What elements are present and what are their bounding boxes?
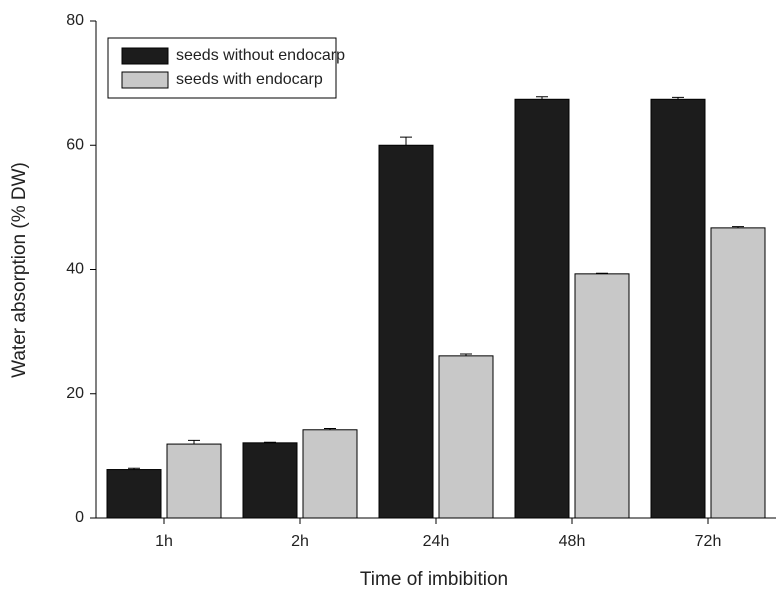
y-tick-label: 40: [66, 261, 84, 278]
x-tick-label: 2h: [291, 533, 309, 550]
bar: [574, 273, 630, 519]
y-tick-label: 60: [66, 136, 84, 153]
y-tick-label: 80: [66, 12, 84, 29]
y-tick-label: 20: [66, 385, 84, 402]
error-bar: [324, 428, 336, 430]
error-bar: [400, 136, 412, 146]
x-tick-label: 48h: [559, 533, 586, 550]
x-axis-label: Time of imbibition: [360, 569, 508, 590]
error-bar: [264, 441, 276, 443]
bar: [378, 144, 434, 519]
bar: [710, 227, 766, 519]
bar: [302, 429, 358, 519]
legend-swatch: [121, 47, 169, 65]
bar: [106, 469, 162, 519]
x-tick-label: 24h: [423, 533, 450, 550]
error-bar: [732, 226, 744, 228]
legend-label: seeds without endocarp: [176, 47, 345, 64]
legend-swatch: [121, 71, 169, 89]
error-bar: [672, 96, 684, 100]
bar: [438, 355, 494, 519]
bar: [650, 98, 706, 519]
y-tick-label: 0: [75, 509, 84, 526]
error-bar: [460, 353, 472, 356]
error-bar: [188, 439, 200, 445]
bar: [514, 98, 570, 519]
x-tick-label: 1h: [155, 533, 173, 550]
error-bar: [536, 96, 548, 100]
error-bar: [128, 467, 140, 470]
y-axis-label: Water absorption (% DW): [9, 162, 30, 378]
bar: [166, 443, 222, 519]
x-tick-label: 72h: [695, 533, 722, 550]
legend-label: seeds with endocarp: [176, 71, 323, 88]
error-bar: [596, 272, 608, 274]
bar: [242, 442, 298, 519]
